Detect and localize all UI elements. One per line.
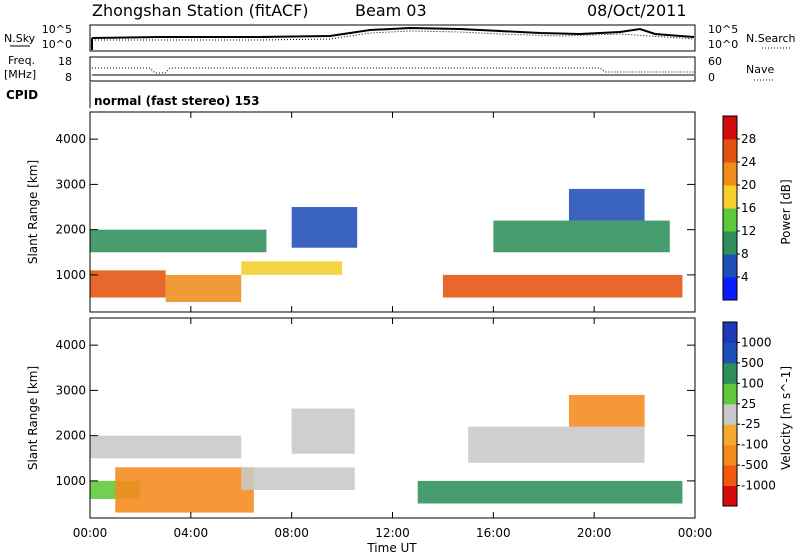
y-tick-label: 2000: [55, 429, 86, 443]
x-tick-label: 20:00: [577, 526, 612, 540]
x-tick-label: 00:00: [73, 526, 108, 540]
power-colorbar: 4 8 12 16 20 24 28: [722, 115, 756, 301]
nsky-tick-high: 10^5: [42, 23, 72, 36]
colorbar-segment: [723, 362, 737, 384]
x-axis-label: Time UT: [366, 541, 417, 554]
echo-region: [568, 394, 645, 427]
colorbar-tick-label: 500: [741, 356, 764, 370]
colorbar-tick-label: 28: [741, 132, 756, 146]
colorbar-tick-label: 4: [741, 270, 749, 284]
freq-unit-label: [MHz]: [4, 68, 36, 81]
colorbar-segment: [723, 254, 737, 278]
freq-panel: [89, 56, 696, 82]
echo-region: [241, 467, 355, 490]
y-tick-label: 4000: [55, 338, 86, 352]
colorbar-segment: [723, 162, 737, 186]
colorbar-tick-label: 16: [741, 201, 756, 215]
echo-region: [493, 220, 670, 253]
nave-label: Nave: [746, 63, 774, 76]
velocity-colorbar-label: Velocity [m s^-1]: [779, 366, 793, 470]
nsky-label: N.Sky: [4, 32, 36, 45]
nsearch-tick-low: 10^0: [708, 38, 738, 51]
colorbar-tick-label: 12: [741, 224, 756, 238]
echo-region: [90, 435, 242, 459]
power-y-axis-label: Slant Range [km]: [26, 160, 40, 264]
colorbar-tick-label: 24: [741, 155, 756, 169]
colorbar-segment: [723, 444, 737, 466]
colorbar-segment: [723, 465, 737, 487]
x-tick-label: 16:00: [476, 526, 511, 540]
echo-region: [291, 408, 355, 454]
freq-label: Freq.: [8, 54, 35, 67]
nave-trace: [92, 67, 694, 74]
colorbar-tick-label: -1000: [741, 479, 776, 493]
echo-region: [115, 467, 254, 513]
echo-region: [90, 229, 267, 253]
echo-region: [165, 274, 242, 303]
echo-region: [291, 207, 358, 248]
colorbar-segment: [723, 342, 737, 364]
colorbar-tick-label: 25: [741, 397, 756, 411]
velocity-colorbar: 1000 500 100 25 -25 -100 -500 -1000: [722, 321, 776, 507]
y-tick-label: 4000: [55, 132, 86, 146]
freq-tick-low: 8: [65, 71, 72, 84]
colorbar-segment: [723, 403, 737, 425]
colorbar-tick-label: 1000: [741, 335, 772, 349]
nsearch-label: N.Search: [746, 32, 796, 45]
colorbar-tick-label: -500: [741, 458, 768, 472]
colorbar-segment: [723, 231, 737, 255]
x-tick-label: 12:00: [375, 526, 410, 540]
x-tick-label: 04:00: [174, 526, 209, 540]
echo-region: [90, 270, 166, 298]
nave-tick-low: 0: [708, 71, 715, 84]
colorbar-segment: [723, 185, 737, 209]
echo-region: [241, 261, 343, 275]
y-tick-label: 3000: [55, 177, 86, 191]
y-tick-label: 2000: [55, 223, 86, 237]
nsearch-tick-high: 10^5: [708, 23, 738, 36]
cpid-label: CPID: [6, 88, 38, 102]
power-colorbar-label: Power [dB]: [779, 179, 793, 244]
colorbar-segment: [723, 383, 737, 405]
echo-region: [568, 188, 645, 221]
echo-region: [417, 480, 683, 504]
x-tick-label: 00:00: [678, 526, 713, 540]
y-tick-label: 1000: [55, 268, 86, 282]
power-panel: 1000 2000 3000 4000: [55, 111, 696, 313]
x-tick-label: 08:00: [274, 526, 309, 540]
cpid-text: normal (fast stereo) 153: [94, 94, 260, 108]
y-tick-label: 1000: [55, 474, 86, 488]
echo-region: [468, 426, 645, 463]
colorbar-tick-label: -25: [741, 417, 761, 431]
colorbar-segment: [723, 116, 737, 140]
velocity-y-axis-label: Slant Range [km]: [26, 366, 40, 470]
x-axis: 00:00 04:00 08:00 12:00 16:00 20:00 00:00: [73, 112, 713, 540]
colorbar-tick-label: -100: [741, 438, 768, 452]
colorbar-segment: [723, 277, 737, 301]
station-title: Zhongshan Station (fitACF): [92, 1, 309, 20]
freq-tick-high: 18: [58, 55, 72, 68]
nave-tick-high: 60: [708, 55, 722, 68]
colorbar-segment: [723, 424, 737, 446]
y-tick-label: 3000: [55, 383, 86, 397]
colorbar-segment: [723, 485, 737, 507]
echo-region: [442, 274, 683, 298]
velocity-panel: 1000 2000 3000 4000: [55, 317, 696, 519]
colorbar-tick-label: 8: [741, 247, 749, 261]
colorbar-tick-label: 20: [741, 178, 756, 192]
nsky-panel: [89, 24, 696, 52]
colorbar-segment: [723, 139, 737, 163]
colorbar-segment: [723, 208, 737, 232]
beam-title: Beam 03: [355, 1, 427, 20]
colorbar-segment: [723, 322, 737, 343]
nsky-trace: [91, 26, 695, 39]
nsky-tick-low: 10^0: [42, 38, 72, 51]
date-title: 08/Oct/2011: [587, 1, 687, 20]
colorbar-tick-label: 100: [741, 376, 764, 390]
